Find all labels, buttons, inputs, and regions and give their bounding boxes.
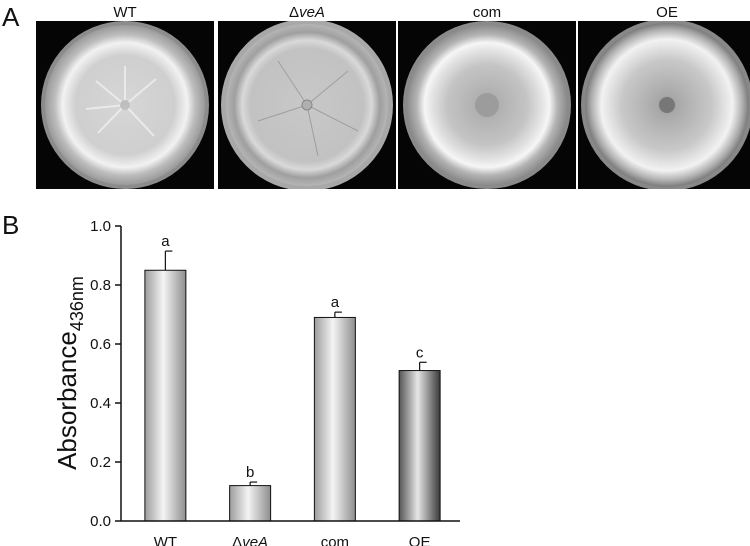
significance-label: b: [246, 464, 254, 481]
bar: [313, 316, 356, 522]
bar: [398, 370, 441, 522]
plate-label-wt: WT: [113, 4, 137, 21]
y-tick-label: 0.4: [90, 395, 111, 412]
y-tick-label: 0.6: [90, 336, 111, 353]
plate-label-com: com: [472, 4, 502, 21]
y-axis-label: Absorbance436nm: [52, 276, 87, 470]
x-tick-label: WT: [154, 534, 177, 546]
plate-label-veA: ΔveA: [289, 4, 325, 21]
plate-image-oe: [578, 21, 750, 189]
plate-image-com: [398, 21, 576, 189]
significance-label: c: [416, 344, 424, 361]
significance-label: a: [161, 233, 170, 250]
y-tick-label: 0.8: [90, 277, 111, 294]
y-tick-label: 1.0: [90, 218, 111, 235]
panel-a-label: A: [2, 2, 20, 32]
significance-label: a: [331, 294, 340, 311]
plate-image-wt: [36, 21, 214, 189]
y-tick-label: 0.2: [90, 454, 111, 471]
plate-image-veA: [218, 21, 396, 189]
x-tick-label: OE: [409, 534, 431, 546]
y-tick-label: 0.0: [90, 513, 111, 530]
x-tick-label: com: [321, 534, 349, 546]
bar: [144, 269, 187, 522]
bar-chart: 0.0 0.2 0.4 0.6 0.8 1.0 a b a c WT ΔveA com OE Abso…: [52, 218, 460, 546]
plate-label-oe: OE: [656, 4, 678, 21]
x-tick-label: ΔveA: [232, 534, 268, 546]
bar: [229, 485, 272, 522]
panel-b-label: B: [2, 210, 20, 240]
